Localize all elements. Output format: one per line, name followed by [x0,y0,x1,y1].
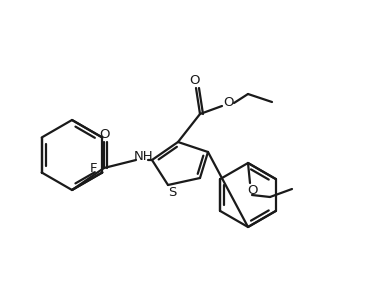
Text: O: O [247,184,257,197]
Text: O: O [190,74,200,87]
Text: NH: NH [134,149,154,162]
Text: F: F [89,162,97,175]
Text: O: O [99,129,109,142]
Text: S: S [168,186,176,199]
Text: O: O [224,96,234,109]
